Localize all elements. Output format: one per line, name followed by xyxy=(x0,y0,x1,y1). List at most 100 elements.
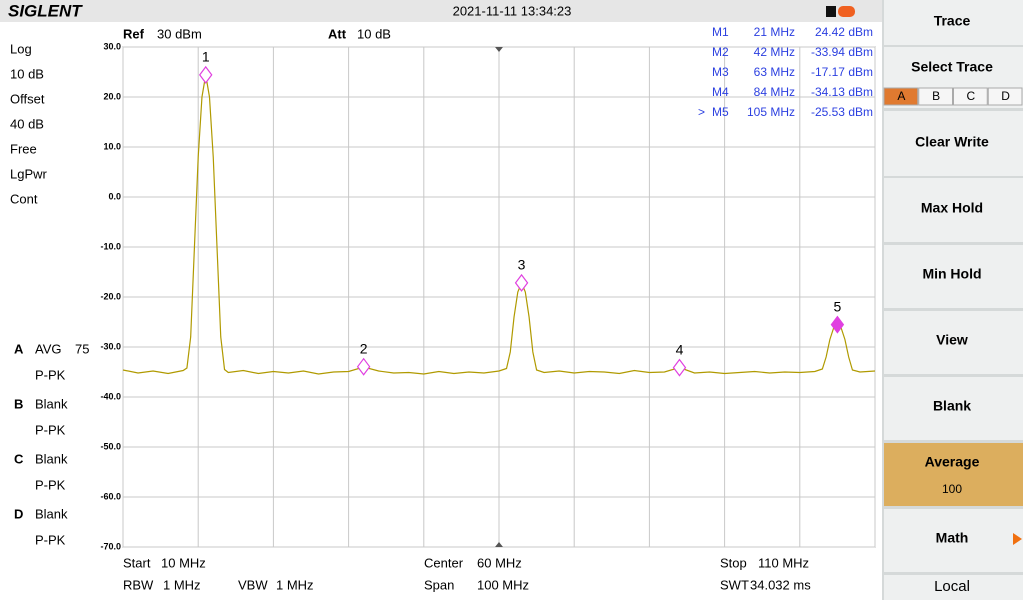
marker-number: 2 xyxy=(360,340,368,356)
trace-option-label: B xyxy=(932,89,940,103)
softkey-label: Min Hold xyxy=(922,266,981,282)
swt-value: 34.032 ms xyxy=(750,577,811,592)
setting-item: Offset xyxy=(10,91,45,106)
softkey[interactable] xyxy=(884,245,1023,308)
softkey-label: Blank xyxy=(933,398,971,414)
marker-frequency: 84 MHz xyxy=(754,85,795,99)
trace-option[interactable] xyxy=(918,87,953,106)
softkey-label: Average xyxy=(925,454,980,470)
vbw-value: 1 MHz xyxy=(276,577,314,592)
softkey-active[interactable] xyxy=(884,443,1023,506)
trace-option-label: A xyxy=(897,89,905,103)
marker-amplitude: -34.13 dBm xyxy=(811,85,873,99)
att-value: 10 dB xyxy=(357,26,391,41)
trace-detector: P-PK xyxy=(35,367,66,382)
rbw-value: 1 MHz xyxy=(163,577,201,592)
marker-name: M3 xyxy=(712,65,729,79)
local-button: Local xyxy=(934,578,970,595)
y-tick-label: 20.0 xyxy=(103,91,121,101)
trace-option[interactable] xyxy=(953,87,988,106)
trace-mode: Blank xyxy=(35,451,68,466)
trace-detector: P-PK xyxy=(35,477,66,492)
trace-option-label: C xyxy=(967,89,976,103)
marker-frequency: 105 MHz xyxy=(747,105,795,119)
marker-amplitude: -25.53 dBm xyxy=(811,105,873,119)
y-tick-label: -40.0 xyxy=(100,391,121,401)
trace-mode: Blank xyxy=(35,506,68,521)
y-tick-label: -20.0 xyxy=(100,291,121,301)
softkey[interactable] xyxy=(884,111,1023,176)
setting-item: 40 dB xyxy=(10,116,44,131)
marker-number: 5 xyxy=(834,298,842,314)
marker-name: M4 xyxy=(712,85,729,99)
marker xyxy=(356,357,371,376)
setting-item: LgPwr xyxy=(10,166,48,181)
setting-item: Cont xyxy=(10,191,38,206)
y-tick-label: -60.0 xyxy=(100,491,121,501)
softkey[interactable] xyxy=(884,509,1023,572)
softkey[interactable] xyxy=(884,377,1023,440)
att-label: Att xyxy=(328,26,347,41)
trace-letter: C xyxy=(14,451,24,466)
marker-amplitude: -17.17 dBm xyxy=(811,65,873,79)
marker xyxy=(830,315,845,334)
trace-mode: AVG xyxy=(35,341,62,356)
trace-option[interactable] xyxy=(987,87,1023,106)
span-label: Span xyxy=(424,577,454,592)
datetime: 2021-11-11 13:34:23 xyxy=(453,3,572,18)
swt-label: SWT xyxy=(720,577,749,592)
marker xyxy=(198,65,213,84)
marker-name: M2 xyxy=(712,45,729,59)
marker-name: M1 xyxy=(712,25,729,39)
softkey-title: Trace xyxy=(934,13,971,29)
stop-label: Stop xyxy=(720,555,747,570)
softkey[interactable] xyxy=(884,0,1023,45)
softkey-value: 100 xyxy=(942,482,962,496)
softkey-label: Math xyxy=(936,530,969,546)
center-indicator xyxy=(495,47,503,52)
marker-amplitude: 24.42 dBm xyxy=(815,25,873,39)
trace-count: 75 xyxy=(75,341,89,356)
start-value: 10 MHz xyxy=(161,555,206,570)
trace-letter: A xyxy=(14,341,24,356)
softkey[interactable] xyxy=(884,178,1023,242)
marker-name: M5 xyxy=(712,105,729,119)
center-indicator xyxy=(495,542,503,547)
left-panel: Log 10 dB Offset 40 dB Free LgPwr Cont A AVG 75 P-… xyxy=(10,41,89,547)
y-tick-label: -70.0 xyxy=(100,541,121,551)
softkey[interactable] xyxy=(884,575,1023,600)
marker-amplitude: -33.94 dBm xyxy=(811,45,873,59)
rbw-label: RBW xyxy=(123,577,154,592)
trace-detector: P-PK xyxy=(35,422,66,437)
trace-option[interactable] xyxy=(883,87,919,106)
trace-option-label: D xyxy=(1001,89,1010,103)
marker-frequency: 42 MHz xyxy=(754,45,795,59)
status-bar xyxy=(0,0,882,22)
span-value: 100 MHz xyxy=(477,577,529,592)
softkey-label: Max Hold xyxy=(921,200,983,216)
vbw-label: VBW xyxy=(238,577,268,592)
softkey-label: Select Trace xyxy=(911,59,993,75)
plot: 30.0 20.0 10.0 0.0 -10.0 -20.0 -30.0 -40.0 -50.0… xyxy=(100,25,876,551)
submenu-arrow xyxy=(1013,533,1022,545)
marker-frequency: 21 MHz xyxy=(754,25,795,39)
y-tick-label: 0.0 xyxy=(108,191,121,201)
softkey-label: View xyxy=(936,332,968,348)
marker xyxy=(514,273,529,292)
marker-number: 4 xyxy=(676,341,684,357)
softkey-label: Clear Write xyxy=(915,134,989,150)
active-marker-symbol: > xyxy=(698,105,705,119)
y-tick-label: -10.0 xyxy=(100,241,121,251)
ref-label: Ref xyxy=(123,26,145,41)
setting-item: Log xyxy=(10,41,32,56)
usb-icon xyxy=(838,6,855,17)
y-tick-label: -30.0 xyxy=(100,341,121,351)
trace-letter: D xyxy=(14,506,23,521)
y-tick-label: 10.0 xyxy=(103,141,121,151)
ref-value: 30 dBm xyxy=(157,26,202,41)
y-tick-label: 30.0 xyxy=(103,41,121,51)
softkey[interactable] xyxy=(884,311,1023,374)
stop-value: 110 MHz xyxy=(758,555,809,570)
trace-mode: Blank xyxy=(35,396,68,411)
